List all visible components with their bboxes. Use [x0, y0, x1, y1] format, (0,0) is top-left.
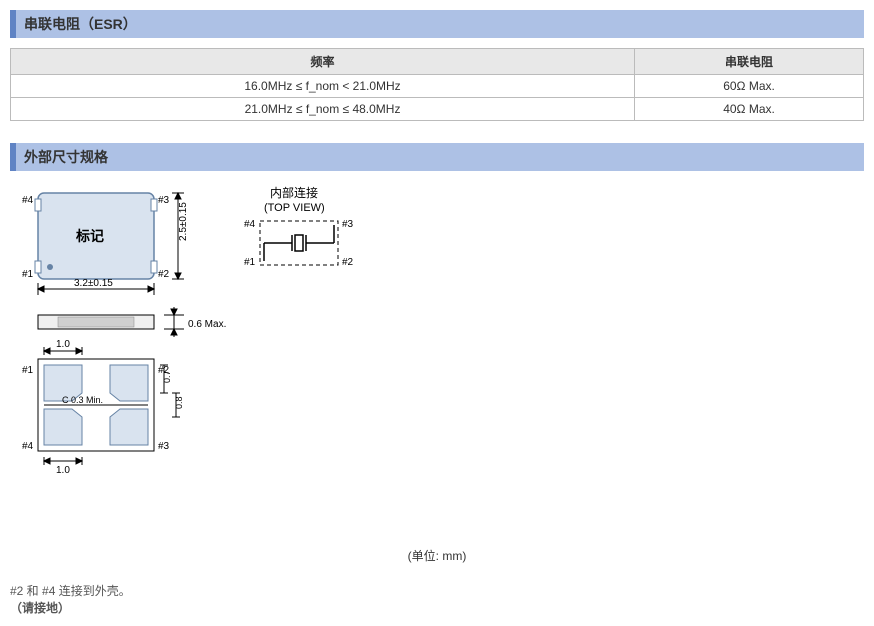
table-row: 16.0MHz ≤ f_nom < 21.0MHz 60Ω Max. — [11, 75, 864, 98]
footnote-line2: （请接地） — [10, 599, 864, 616]
dim-section-header: 外部尺寸规格 — [10, 143, 864, 171]
pad-h2-dim: 0.8 — [174, 396, 184, 409]
pin-label: #4 — [22, 195, 34, 206]
unit-note: (单位: mm) — [10, 547, 864, 564]
pin-label: #2 — [158, 269, 170, 280]
footnote: #2 和 #4 连接到外壳。 （请接地） — [10, 582, 864, 616]
width-dim: 3.2±0.15 — [74, 278, 113, 289]
pad-width-dim2: 1.0 — [56, 465, 70, 476]
esr-table: 频率 串联电阻 16.0MHz ≤ f_nom < 21.0MHz 60Ω Ma… — [10, 48, 864, 121]
pad-width-dim: 1.0 — [56, 339, 70, 350]
pin-label: #4 — [22, 441, 34, 452]
esr-col-res: 串联电阻 — [635, 49, 864, 75]
pin-label: #3 — [158, 195, 170, 206]
esr-section-header: 串联电阻（ESR） — [10, 10, 864, 38]
cell-res: 60Ω Max. — [635, 75, 864, 98]
pin-label: #1 — [244, 257, 256, 268]
side-height-dim: 0.6 Max. — [188, 319, 226, 330]
pin-label: #2 — [342, 257, 354, 268]
pin-label: #1 — [22, 269, 34, 280]
esr-col-freq: 频率 — [11, 49, 635, 75]
conn-title-1: 内部连接 — [270, 185, 318, 200]
table-row: 21.0MHz ≤ f_nom ≤ 48.0MHz 40Ω Max. — [11, 98, 864, 121]
pin-label: #4 — [244, 219, 256, 230]
pin-label: #3 — [342, 219, 354, 230]
cell-freq: 21.0MHz ≤ f_nom ≤ 48.0MHz — [11, 98, 635, 121]
conn-title-2: (TOP VIEW) — [264, 202, 325, 214]
pin-label: #1 — [22, 365, 34, 376]
mark-label: 标记 — [75, 228, 104, 244]
dimension-diagram: 标记 #1 #2 #3 #4 3.2±0.15 2.5±0.15 — [10, 181, 864, 541]
cell-res: 40Ω Max. — [635, 98, 864, 121]
footnote-line1: #2 和 #4 连接到外壳。 — [10, 582, 864, 599]
cell-freq: 16.0MHz ≤ f_nom < 21.0MHz — [11, 75, 635, 98]
height-dim: 2.5±0.15 — [178, 202, 189, 241]
pad-gap-dim: C 0.3 Min. — [62, 395, 103, 405]
pin-label: #3 — [158, 441, 170, 452]
pad-h1-dim: 0.7 — [162, 370, 172, 383]
